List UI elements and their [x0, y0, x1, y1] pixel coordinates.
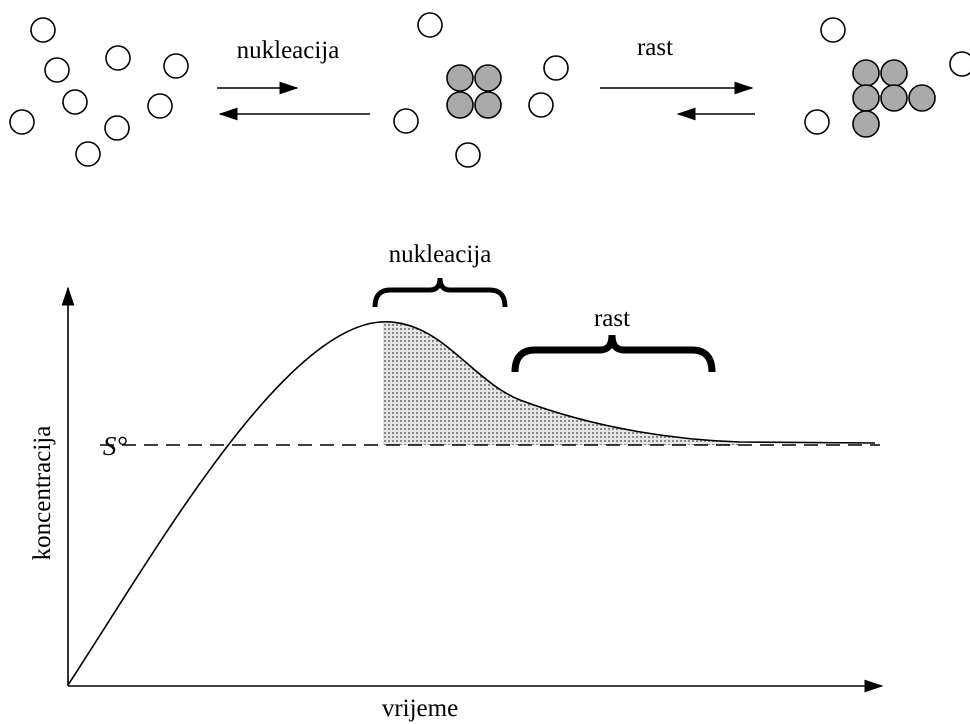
diagram: nukleacija rast nukleacija rast S° konce…: [0, 0, 970, 724]
y-label: koncentracija: [29, 426, 56, 561]
graph: [68, 278, 882, 686]
phase-label: rast: [594, 305, 630, 332]
top-label: rast: [637, 34, 673, 61]
top-label: nukleacija: [237, 37, 340, 64]
brace: [375, 278, 505, 307]
clusters: [447, 60, 935, 137]
phase-label: nukleacija: [389, 241, 492, 268]
brace: [515, 335, 712, 372]
x-label: vrijeme: [382, 695, 458, 722]
shaded-area: [383, 323, 740, 445]
level-label: S°: [103, 431, 128, 461]
